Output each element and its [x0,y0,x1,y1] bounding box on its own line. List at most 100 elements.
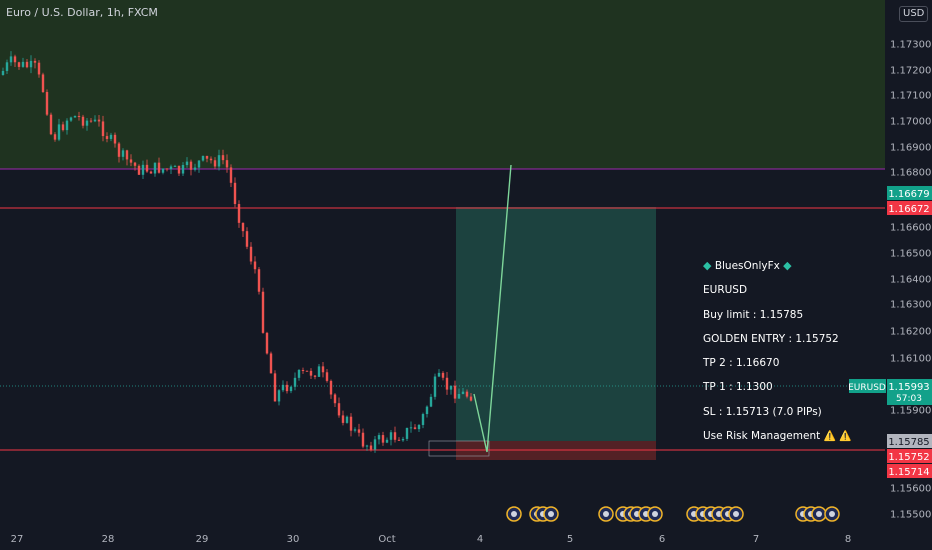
candle-body [73,115,77,118]
buy-limit-tag: 1.15785 [887,434,932,448]
last-price-text: 1.15993 [888,382,929,393]
symbol-tag: EURUSD [848,379,886,393]
candle-body [381,435,385,443]
candle-body [405,427,409,439]
candle-body [41,74,45,93]
candle-body [153,162,157,174]
price-axis-label: 1.17000 [890,117,931,128]
entry-box [428,440,490,457]
countdown-text: 57:03 [896,394,922,404]
candle-body [365,445,369,447]
candle-body [89,120,93,122]
candle-body [269,353,273,374]
brand-line: ◆ BluesOnlyFx ◆ [703,256,852,280]
price-axis-label: 1.15600 [890,484,931,495]
time-axis-label: 28 [102,534,115,545]
event-flag-dot [652,511,658,517]
price-axis-labels: 1.17300 1.17200 1.17100 1.17000 1.16900 1.168… [890,40,931,521]
event-flag-dot [548,511,554,517]
diamond-icon: ◆ [703,259,712,272]
candle-body [217,155,221,167]
candle-body [329,380,333,395]
time-axis-label: 4 [477,534,483,545]
candle-body [349,416,353,431]
candle-body [241,222,245,232]
candle-body [393,432,397,440]
candle-body [197,160,201,168]
price-axis-label: 1.16300 [890,300,931,311]
candle-body [409,427,413,429]
candle-body [1,70,5,75]
candle-body [165,168,169,170]
price-axis-label: 1.17300 [890,40,931,51]
diamond-icon: ◆ [783,259,792,272]
candle-body [281,384,285,391]
golden-entry-line: GOLDEN ENTRY : 1.15752 [703,332,839,345]
symbol-line: EURUSD [703,284,748,297]
candle-body [181,165,185,174]
candle-body [209,158,213,161]
candle-body [245,231,249,247]
currency-badge[interactable]: USD [899,6,929,22]
candle-body [69,117,73,121]
tp1-line: TP 1 : 1.1300 [703,381,773,394]
price-axis-label: 1.16800 [890,168,931,179]
candle-body [313,375,317,377]
warning-icon: ⚠️ [839,431,852,443]
candle-body [81,116,85,126]
candle-body [285,384,289,392]
candle-body [345,416,349,423]
candle-body [161,168,165,173]
candle-body [129,159,133,163]
candle-body [21,61,25,67]
candle-body [253,261,257,270]
candle-body [121,150,125,157]
price-axis-label: 1.17100 [890,91,931,102]
time-axis-label: 6 [659,534,665,545]
candle-body [293,377,297,387]
candle-body [309,370,313,376]
candle-body [437,372,441,377]
candle-body [261,291,265,333]
time-axis-label: 8 [845,534,851,545]
candle-body [157,162,161,173]
symbol-tag-text: EURUSD [848,383,886,393]
candle-body [137,165,141,175]
candle-body [465,391,469,397]
candle-body [145,164,149,172]
candle-body [249,246,253,262]
candle-body [169,166,173,170]
candle-body [193,167,197,170]
candle-body [213,160,217,167]
candle-body [9,56,13,63]
chart-title[interactable]: Euro / U.S. Dollar, 1h, FXCM [6,6,158,19]
candle-body [185,161,189,166]
event-flag-dot [829,511,835,517]
candle-body [277,390,281,402]
candle-body [29,60,33,68]
candle-body [233,182,237,205]
candle-body [45,92,49,115]
candle-body [325,372,329,381]
event-flag-dot [603,511,609,517]
time-axis[interactable] [0,529,932,550]
time-axis-label: Oct [378,534,395,545]
candle-body [429,396,433,407]
candle-body [237,204,241,223]
candle-body [225,160,229,168]
event-flag-dot [511,511,517,517]
candle-body [125,150,129,160]
brand-name: BluesOnlyFx [714,260,780,272]
candle-body [317,366,321,377]
candle-body [421,414,425,425]
candle-body [85,120,89,126]
economic-events-row [506,506,840,522]
candle-body [377,435,381,440]
event-flag-dot [733,511,739,517]
price-axis-label: 1.16200 [890,327,931,338]
candle-body [201,155,205,161]
candle-body [457,393,461,399]
candle-body [177,165,181,174]
entry-tag: 1.15752 [887,449,932,463]
